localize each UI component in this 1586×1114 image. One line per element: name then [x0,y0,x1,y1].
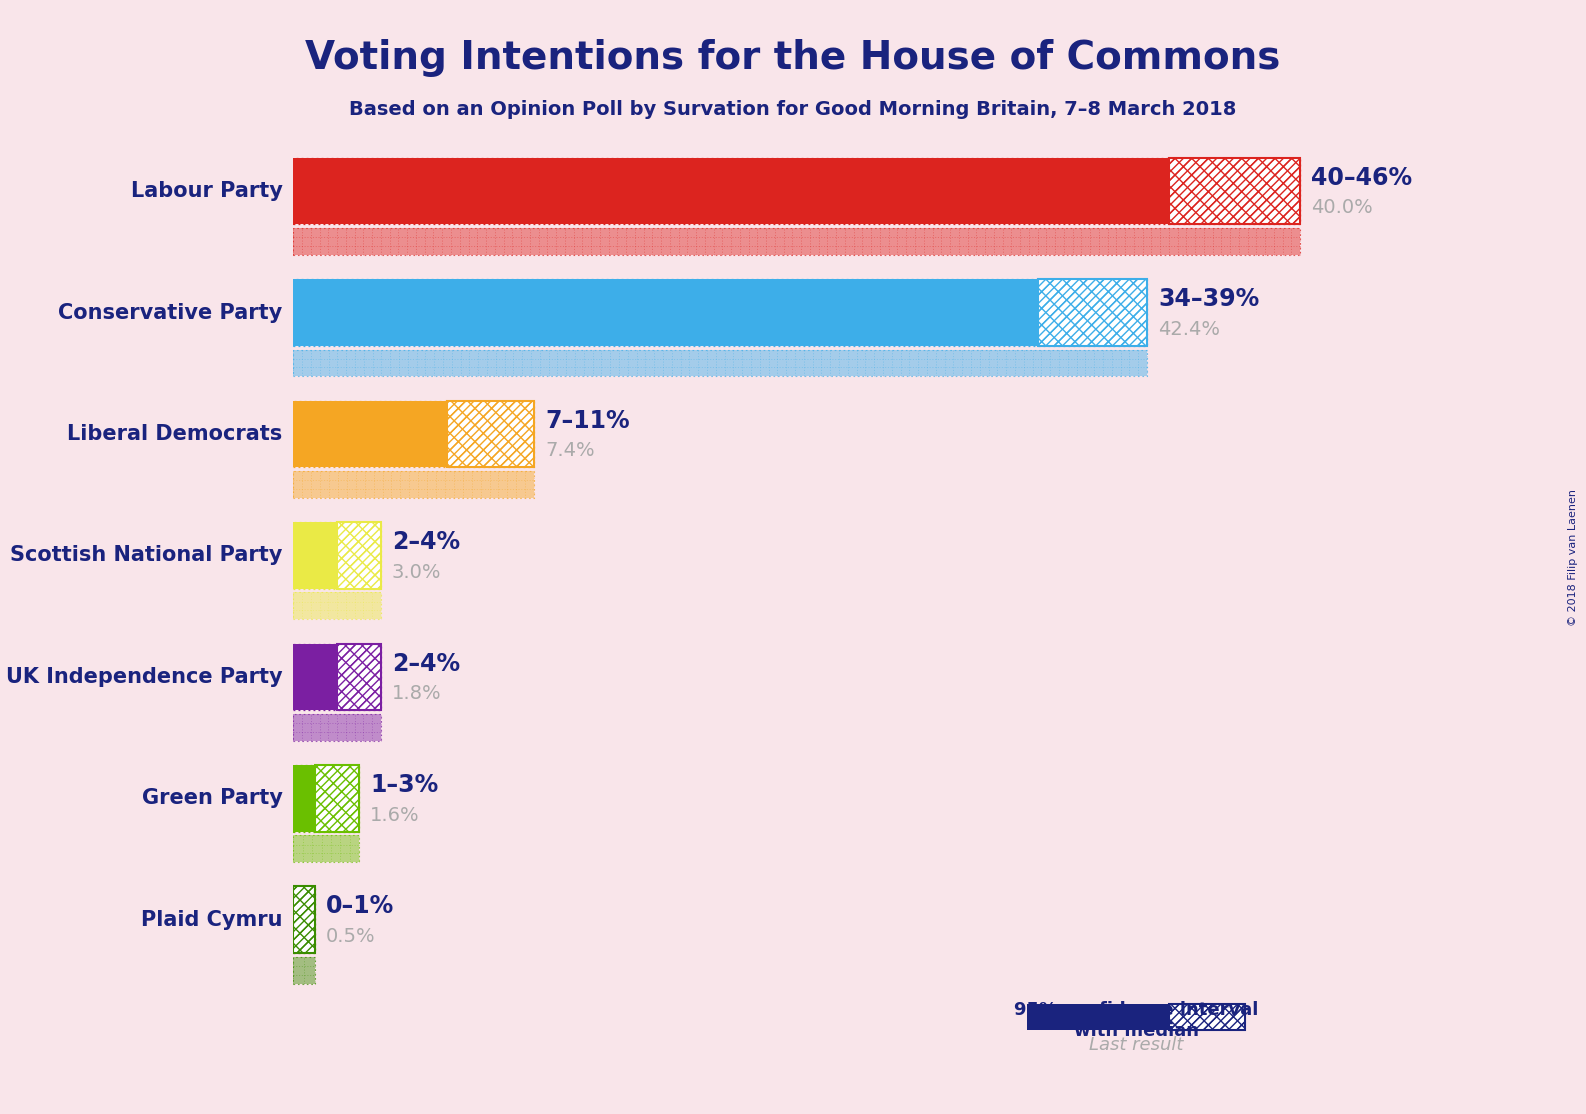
Bar [293,957,316,984]
Bar [293,350,1147,377]
Bar [447,401,534,468]
Text: © 2018 Filip van Laenen: © 2018 Filip van Laenen [1569,489,1578,625]
Text: Labour Party: Labour Party [130,182,282,201]
Bar [293,887,316,954]
Bar [293,593,381,619]
Bar [1169,1004,1245,1030]
Text: Scottish National Party: Scottish National Party [10,546,282,566]
Text: Green Party: Green Party [141,789,282,809]
Text: 95% confidence interval
with median: 95% confidence interval with median [1013,1001,1258,1040]
Bar [1169,158,1301,224]
Bar [338,644,381,711]
Text: 2–4%: 2–4% [392,530,460,554]
Text: Plaid Cymru: Plaid Cymru [141,910,282,930]
Bar [316,765,358,832]
Bar [1169,158,1301,224]
Bar [293,158,1169,224]
Bar [293,714,381,741]
Bar [447,401,534,468]
Bar [293,887,316,954]
Bar [316,765,358,832]
Text: 34–39%: 34–39% [1158,287,1259,311]
Text: 40.0%: 40.0% [1312,198,1373,217]
Text: Conservative Party: Conservative Party [59,303,282,323]
Bar [1169,158,1301,224]
Bar [338,644,381,711]
Text: 3.0%: 3.0% [392,563,441,582]
Bar [293,158,1301,224]
Bar [316,765,358,832]
Bar [1169,1004,1245,1030]
Bar [293,836,358,862]
Bar [293,471,534,498]
Text: 7–11%: 7–11% [546,409,630,432]
Bar [338,522,381,589]
Bar [293,644,338,711]
Text: 1–3%: 1–3% [370,773,438,797]
Bar [447,401,534,468]
Bar [1037,280,1147,346]
Bar [293,228,1301,255]
Bar [293,714,381,741]
Bar [338,522,381,589]
Bar [293,280,1037,346]
Bar [293,280,1147,346]
Bar [293,228,1301,255]
Text: Voting Intentions for the House of Commons: Voting Intentions for the House of Commo… [306,39,1280,77]
Text: 42.4%: 42.4% [1158,320,1220,339]
Bar [293,350,1147,377]
Bar [293,836,358,862]
Text: UK Independence Party: UK Independence Party [6,667,282,687]
Bar [293,522,338,589]
Bar [1169,1004,1245,1030]
Text: 0.5%: 0.5% [327,927,376,946]
Bar [293,957,316,984]
Bar [293,522,381,589]
Text: 40–46%: 40–46% [1312,166,1412,189]
Text: 2–4%: 2–4% [392,652,460,675]
Bar [338,644,381,711]
Bar [293,887,316,954]
Bar [293,887,316,954]
Text: 1.8%: 1.8% [392,684,441,703]
Text: 1.6%: 1.6% [370,805,420,824]
Text: 7.4%: 7.4% [546,441,595,460]
Text: Liberal Democrats: Liberal Democrats [67,424,282,444]
Bar [293,471,534,498]
Text: 0–1%: 0–1% [327,895,395,918]
Bar [293,644,381,711]
Text: Based on an Opinion Poll by Survation for Good Morning Britain, 7–8 March 2018: Based on an Opinion Poll by Survation fo… [349,100,1237,119]
Bar [338,522,381,589]
Bar [1026,1004,1169,1030]
Bar [293,765,316,832]
Text: Last result: Last result [1090,1036,1183,1055]
Bar [293,401,447,468]
Bar [293,765,358,832]
Bar [293,593,381,619]
Bar [1037,280,1147,346]
Bar [1037,280,1147,346]
Bar [293,401,534,468]
